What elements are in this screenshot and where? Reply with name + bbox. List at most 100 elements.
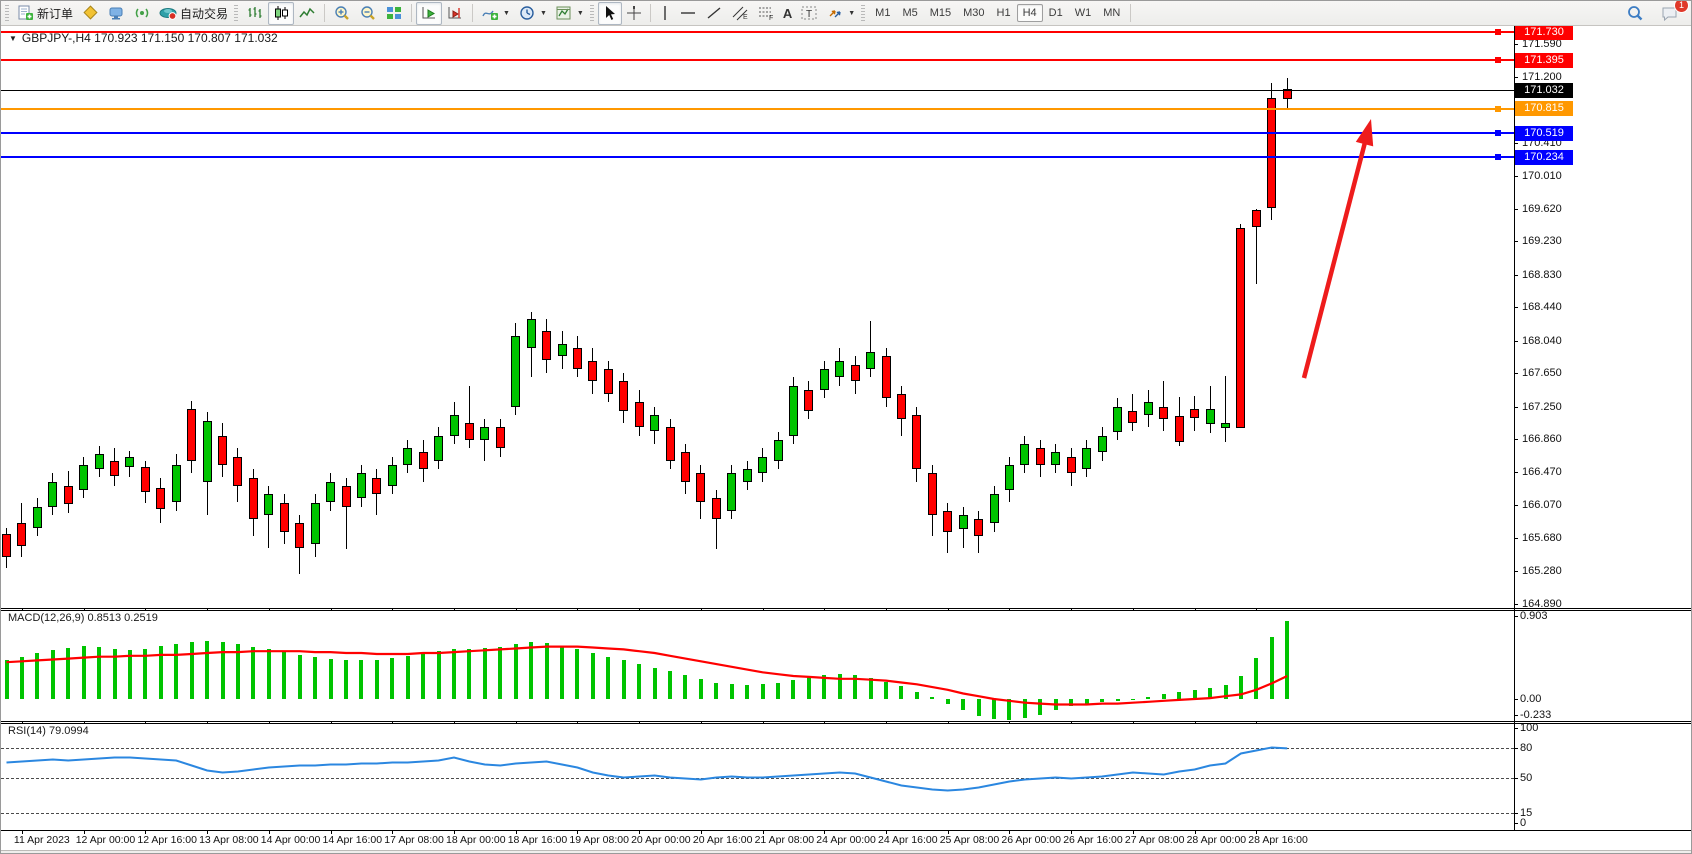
toolbar-grip[interactable] <box>5 5 9 21</box>
candle-body <box>1174 415 1184 442</box>
text-label-tool-button[interactable]: T <box>796 2 822 25</box>
macd-bar <box>698 678 703 699</box>
candle-body <box>356 473 366 499</box>
candle-body <box>156 487 166 510</box>
zoom-in-button[interactable] <box>329 2 355 25</box>
panel-divider[interactable] <box>1 830 1691 831</box>
price-tick-label: 166.070 <box>1522 499 1562 511</box>
macd-bar <box>112 648 117 699</box>
community-button[interactable] <box>103 2 129 25</box>
rsi-indicator-label: RSI(14) 79.0994 <box>8 725 89 737</box>
periods-button[interactable]: ▼ <box>514 2 551 25</box>
timeframe-button-mn[interactable]: MN <box>1103 7 1121 19</box>
text-tool-button[interactable]: A <box>779 2 796 25</box>
macd-bar <box>914 691 919 699</box>
line-handle[interactable] <box>1495 29 1501 36</box>
candle-wick <box>345 477 347 549</box>
panel-time-tick <box>1009 608 1011 611</box>
signals-button[interactable] <box>129 2 155 25</box>
macd-bar <box>1007 699 1012 721</box>
macd-bar <box>266 649 271 699</box>
timeframe-button-w1[interactable]: W1 <box>1074 7 1092 19</box>
timeframe-button-m15[interactable]: M15 <box>929 7 952 19</box>
panel-divider[interactable] <box>1 609 1691 611</box>
panel-time-tick <box>1071 608 1073 611</box>
timeframe-button-m5[interactable]: M5 <box>902 7 918 19</box>
candle-body <box>449 414 459 436</box>
timeframe-button-m30[interactable]: M30 <box>963 7 985 19</box>
cursor-tool-button[interactable] <box>597 1 622 25</box>
timeframe-button-h1[interactable]: H1 <box>996 7 1011 19</box>
price-tick <box>1514 241 1518 243</box>
macd-bar <box>174 643 179 699</box>
horizontal-line-tool-button[interactable] <box>675 2 701 25</box>
chart-shift-button[interactable] <box>442 2 468 25</box>
vertical-line-tool-button[interactable] <box>655 2 675 25</box>
price-level-line[interactable] <box>1 156 1514 159</box>
timeframe-button-d1[interactable]: D1 <box>1048 7 1063 19</box>
bar-chart-mode-button[interactable] <box>242 2 268 25</box>
price-tick-label: 167.650 <box>1522 367 1562 380</box>
auto-trading-icon <box>159 5 177 21</box>
new-order-button[interactable]: 新订单 <box>13 2 77 25</box>
line-chart-mode-button[interactable] <box>294 2 320 25</box>
candle-body <box>1143 402 1153 415</box>
candle-body <box>418 452 428 470</box>
auto-scroll-button[interactable] <box>416 1 443 25</box>
line-handle[interactable] <box>1495 130 1501 137</box>
price-level-line[interactable] <box>1 59 1514 62</box>
line-handle[interactable] <box>1495 57 1501 64</box>
toolbar-grip[interactable] <box>861 5 866 21</box>
price-tick-label: 169.620 <box>1522 202 1562 215</box>
notifications-button[interactable]: 1 <box>1656 1 1689 25</box>
text-icon: A <box>782 5 793 21</box>
search-button[interactable] <box>1622 2 1648 25</box>
macd-bar <box>544 642 549 699</box>
macd-bar <box>560 645 564 699</box>
templates-button[interactable]: ▼ <box>551 2 588 25</box>
macd-bar <box>50 650 55 699</box>
auto-trading-button[interactable]: 自动交易 <box>155 2 232 25</box>
price-tick-label: 167.250 <box>1522 400 1562 413</box>
macd-axis-label: -0.233 <box>1520 709 1552 721</box>
timeframe-button-m1[interactable]: M1 <box>875 7 891 19</box>
toolbar-grip[interactable] <box>234 5 239 21</box>
price-level-line[interactable] <box>1 90 1514 92</box>
price-tick <box>1514 176 1518 177</box>
candle-body <box>1251 210 1261 227</box>
line-handle[interactable] <box>1495 105 1501 112</box>
panel-divider[interactable] <box>1 720 1691 722</box>
crosshair-tool-button[interactable] <box>622 2 646 25</box>
timeframe-button-h4[interactable]: H4 <box>1016 4 1043 22</box>
macd-bar <box>405 655 410 699</box>
macd-bar <box>776 682 780 699</box>
time-axis-label: 19 Apr 08:00 <box>569 834 629 846</box>
trendline-tool-button[interactable] <box>701 2 727 25</box>
indicators-button[interactable]: ▼ <box>477 2 514 25</box>
chart-profile-button[interactable] <box>77 2 103 25</box>
price-level-badge: 170.519 <box>1515 125 1573 141</box>
trend-arrow-shaft <box>1301 137 1369 379</box>
panel-divider[interactable] <box>1 607 1691 609</box>
line-handle[interactable] <box>1495 154 1501 161</box>
candle-body <box>603 368 613 394</box>
price-level-line[interactable] <box>1 31 1514 34</box>
rsi-axis-tick <box>1514 777 1518 779</box>
price-level-line[interactable] <box>1 107 1514 110</box>
macd-bar <box>4 660 9 699</box>
toolbar-grip[interactable] <box>589 5 594 21</box>
price-tick <box>1514 307 1518 309</box>
price-level-line[interactable] <box>1 132 1514 135</box>
macd-bar <box>1053 699 1058 710</box>
fibonacci-tool-button[interactable]: F <box>753 2 779 25</box>
panel-time-tick <box>454 721 455 724</box>
channel-tool-button[interactable]: E <box>727 2 753 25</box>
candlestick-mode-button[interactable] <box>268 1 295 25</box>
time-axis-label: 26 Apr 00:00 <box>1001 834 1061 846</box>
tile-windows-button[interactable] <box>381 2 407 25</box>
panel-divider[interactable] <box>1 722 1691 724</box>
arrows-tool-button[interactable]: ▼ <box>822 2 859 25</box>
zoom-out-button[interactable] <box>355 2 381 25</box>
time-tick <box>1256 830 1258 834</box>
collapse-arrow-icon[interactable]: ▼ <box>9 33 17 43</box>
